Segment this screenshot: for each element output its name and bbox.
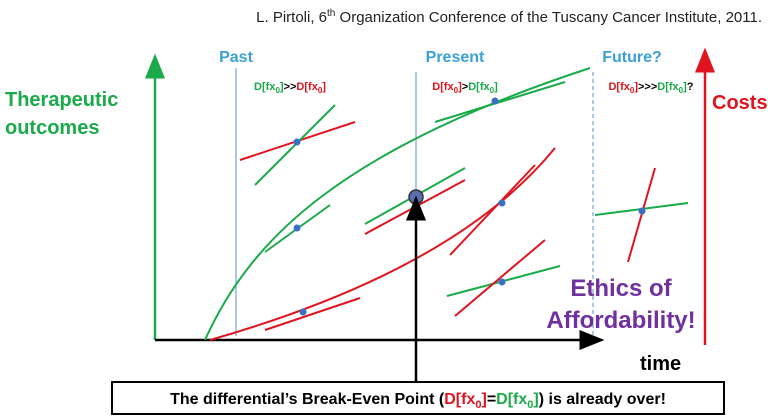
y-right-label: Costs: [712, 92, 768, 114]
formula: D[fx0]>>>D[fx0]?: [608, 81, 693, 95]
axes: [145, 47, 715, 350]
text-run: D[fx: [254, 81, 276, 93]
y-left-label: Therapeutic: [5, 89, 118, 111]
x-label: time: [640, 353, 681, 375]
text-run: L. Pirtoli, 6: [256, 9, 327, 26]
text-run: D[fx: [444, 391, 475, 408]
period-label: Past: [219, 49, 253, 66]
formula: D[fx0]>>D[fx0]: [254, 81, 326, 95]
text-run: D[fx: [657, 81, 679, 93]
formula: D[fx0]>D[fx0]: [432, 81, 498, 95]
text-run: 0: [275, 86, 280, 95]
text-run: D[fx: [496, 391, 527, 408]
text-run: 0: [679, 86, 684, 95]
text-run: 0: [475, 399, 481, 411]
text-run: D[fx: [468, 81, 490, 93]
callout: Ethics of: [570, 275, 672, 302]
text-run: ]: [634, 81, 638, 93]
footer: The differential’s Break-Even Point (D[f…: [170, 391, 666, 411]
text-run: 0: [527, 399, 533, 411]
callout: Affordability!: [546, 307, 695, 334]
text-run: Organization Conference of the Tuscany C…: [335, 9, 762, 26]
text-run: D[fx: [432, 81, 454, 93]
text-run: >>: [284, 81, 297, 93]
text-run: >>>: [638, 81, 657, 93]
y-left-label: outcomes: [5, 117, 99, 139]
text-run: ]: [481, 391, 486, 408]
text-run: ]: [683, 81, 687, 93]
text-run: The differential’s Break-Even Point (: [170, 391, 445, 408]
period-label: Present: [426, 49, 485, 66]
text-run: =: [487, 391, 496, 408]
text-run: D[fx: [296, 81, 318, 93]
text-run: 0: [630, 86, 635, 95]
text-run: 0: [318, 86, 323, 95]
text-run: ?: [687, 81, 694, 93]
text-run: ]: [280, 81, 284, 93]
text-run: 0: [490, 86, 495, 95]
text-run: D[fx: [608, 81, 630, 93]
text-run: 0: [454, 86, 459, 95]
text-run: ]: [533, 391, 538, 408]
period-label: Future?: [602, 49, 662, 66]
footer-box: [111, 381, 725, 415]
text-run: ]: [322, 81, 326, 93]
text-run: ) is already over!: [539, 391, 666, 408]
citation: L. Pirtoli, 6th Organization Conference …: [256, 8, 762, 26]
text-run: th: [327, 8, 335, 19]
curves: [204, 67, 591, 341]
text-run: ]: [494, 81, 498, 93]
text-run: ]: [458, 81, 462, 93]
text-run: >: [462, 81, 468, 93]
